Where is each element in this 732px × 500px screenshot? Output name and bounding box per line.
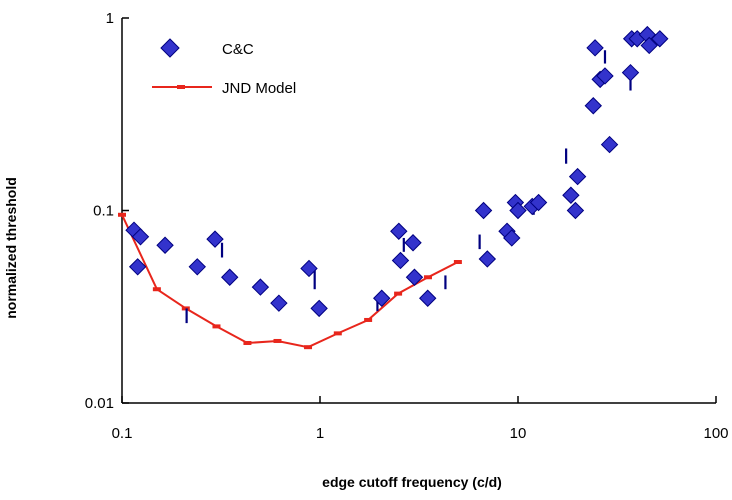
cc-data-point [373, 289, 391, 307]
series-jnd-model [118, 212, 462, 350]
legend-marker-jnd [177, 85, 185, 89]
cc-data-point [391, 251, 410, 270]
jnd-model-point [243, 340, 252, 345]
x-tick-label: 100 [703, 425, 728, 442]
cc-data-point [568, 167, 587, 186]
cc-data-point [640, 36, 658, 55]
jnd-model-point [333, 331, 342, 336]
cc-data-point [621, 63, 640, 82]
cc-data-point [206, 230, 224, 248]
cc-data-point [300, 259, 318, 278]
cc-data-point [474, 201, 493, 220]
jnd-model-point [118, 212, 126, 217]
legend: C&C JND Model [152, 38, 296, 97]
cc-data-point [188, 258, 206, 276]
series-cc [125, 25, 669, 318]
jnd-model-point [273, 338, 282, 343]
y-axis-title: normalized threshold [3, 177, 19, 319]
y-tick-label: 0.01 [85, 395, 114, 412]
cc-data-point [390, 222, 408, 240]
cc-data-point [529, 193, 548, 212]
cc-data-point [584, 97, 602, 115]
x-ticks: 0.1 1 10 100 [112, 396, 729, 442]
cc-data-point [509, 201, 527, 220]
cc-data-point [651, 30, 669, 48]
legend-label-jnd: JND Model [222, 80, 296, 97]
jnd-model-line [121, 214, 459, 349]
cc-data-point [251, 278, 270, 296]
cc-data-point [404, 234, 422, 252]
jnd-model-point [212, 324, 221, 329]
y-tick-label: 0.1 [93, 203, 114, 220]
cc-data-point [221, 268, 239, 286]
y-ticks: 0.01 0.1 1 [85, 10, 129, 412]
x-tick-label: 0.1 [112, 425, 133, 442]
jnd-model-point [394, 291, 403, 296]
cc-data-point [600, 135, 619, 154]
legend-marker-cc [160, 38, 180, 58]
cc-data-point [405, 268, 424, 286]
plot-area: 0.01 0.1 1 0.1 1 10 100 [85, 10, 729, 442]
cc-data-point [270, 294, 288, 312]
x-axis-title: edge cutoff frequency (c/d) [322, 474, 502, 490]
cc-data-point [310, 299, 328, 318]
cc-data-point [131, 228, 150, 246]
jnd-model-point [423, 275, 432, 280]
cc-data-point [156, 236, 174, 254]
cc-data-point [503, 229, 521, 247]
x-tick-label: 10 [510, 425, 527, 442]
cc-data-point [128, 258, 147, 276]
legend-label-cc: C&C [222, 41, 254, 58]
jnd-model-point [152, 287, 161, 292]
cc-data-point [596, 67, 614, 85]
jnd-model-point [304, 345, 313, 350]
jnd-model-point [453, 260, 462, 265]
cc-data-point [566, 201, 585, 220]
jnd-model-point [364, 317, 373, 322]
x-tick-label: 1 [316, 425, 324, 442]
cc-data-point [419, 289, 437, 307]
cc-data-point [586, 39, 604, 57]
cc-data-point [478, 250, 497, 268]
y-tick-label: 1 [106, 10, 114, 27]
cc-data-point [562, 186, 580, 204]
